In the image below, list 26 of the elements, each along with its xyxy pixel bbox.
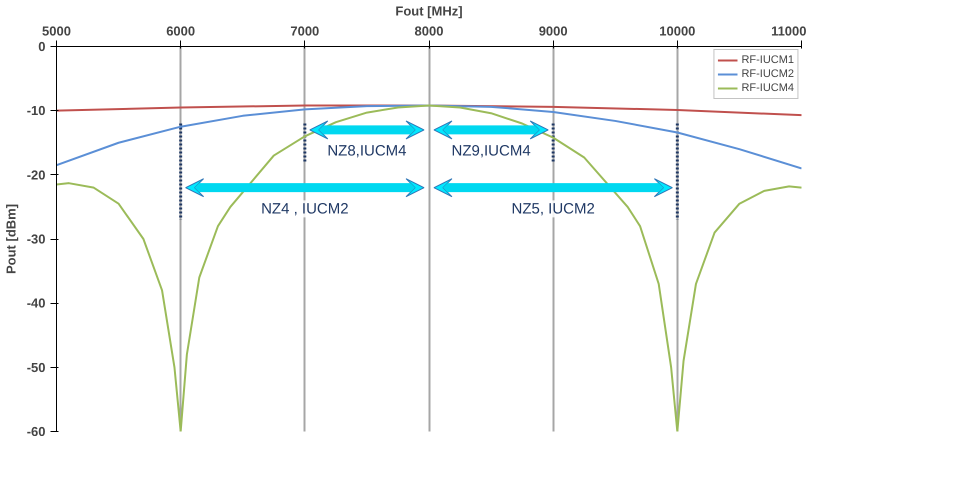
x-tick-label: 7000 <box>290 24 320 38</box>
y-axis-title: Pout [dBm] <box>4 204 19 274</box>
y-tick-label: -10 <box>26 103 46 118</box>
x-tick-label: 8000 <box>414 24 444 38</box>
line-series <box>56 104 802 432</box>
x-tick-label: 6000 <box>166 24 196 38</box>
annotation: NZ4 , IUCM2 <box>261 200 349 218</box>
legend-label: RF-IUCM1 <box>741 53 794 67</box>
x-tick-label: 5000 <box>42 24 71 38</box>
line-series <box>56 104 802 170</box>
x-tick-label: 10000 <box>659 24 696 38</box>
y-tick-label: -60 <box>26 424 46 439</box>
y-tick-label: -50 <box>26 360 46 375</box>
legend-label: RF-IUCM4 <box>741 81 794 95</box>
y-tick-label: -20 <box>26 167 46 182</box>
annotation: NZ8,IUCM4 <box>327 142 407 160</box>
y-tick-label: -30 <box>26 232 46 246</box>
legend-label: RF-IUCM2 <box>741 67 794 81</box>
x-axis-title: Fout [MHz] <box>395 4 463 18</box>
line-series <box>56 104 802 116</box>
annotation: NZ5, IUCM2 <box>511 200 595 218</box>
x-tick-label: 9000 <box>538 24 568 38</box>
y-tick-label: -40 <box>26 296 46 311</box>
y-tick-label: 0 <box>38 39 46 54</box>
annotation: NZ9,IUCM4 <box>451 142 531 160</box>
x-tick-label: 11000 <box>771 24 807 38</box>
